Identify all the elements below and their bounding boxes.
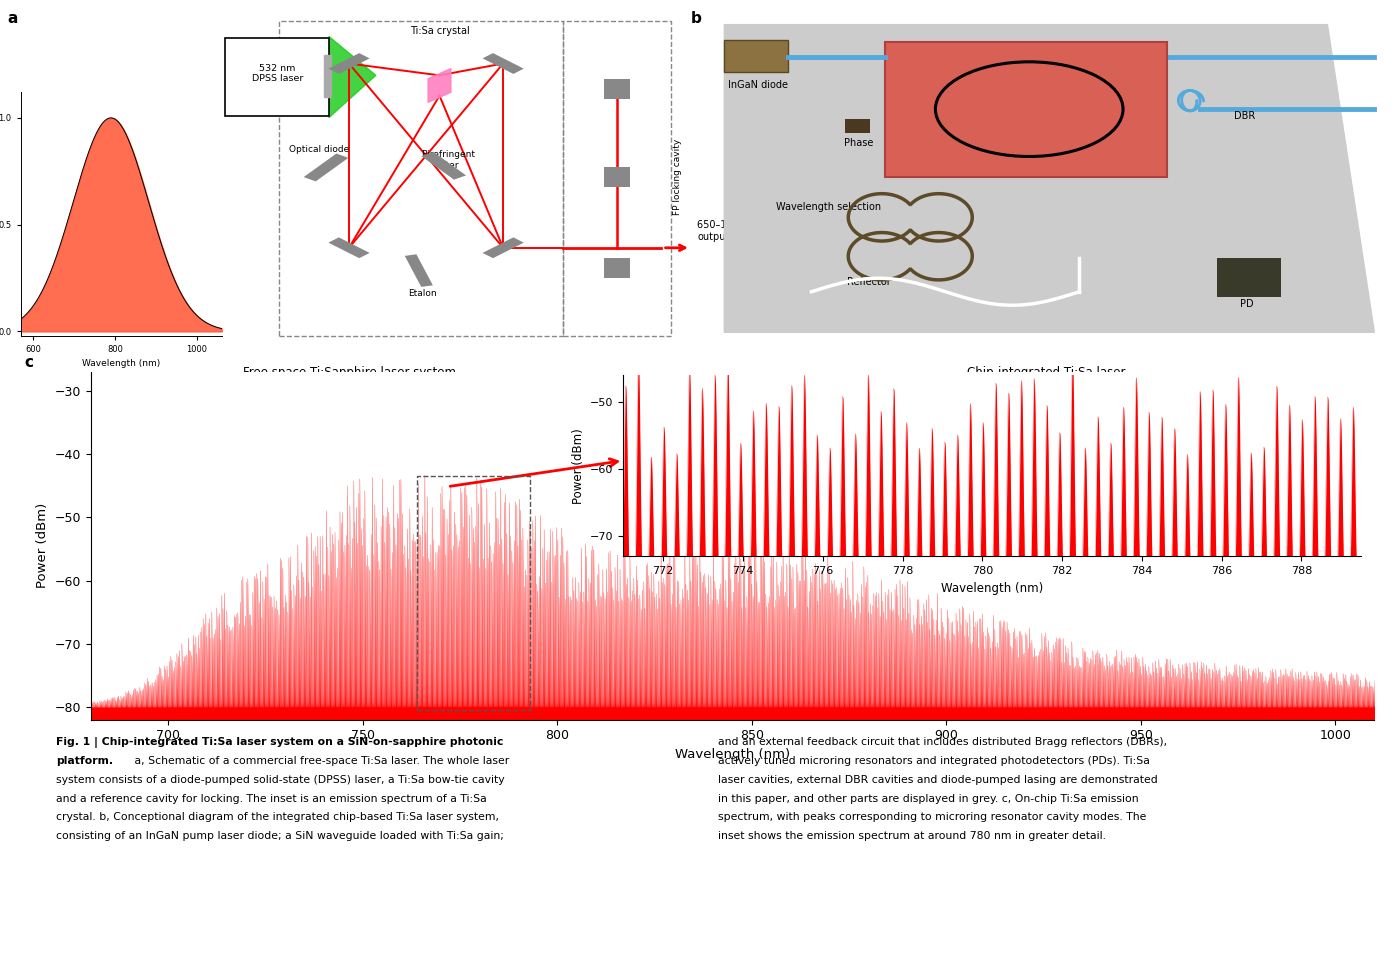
- Text: Ti:Sa crystal: Ti:Sa crystal: [410, 26, 469, 37]
- Bar: [886, 42, 1166, 177]
- Text: Wavelength selection: Wavelength selection: [776, 202, 880, 213]
- Bar: [564, 21, 671, 336]
- Text: FP locking cavity: FP locking cavity: [672, 139, 682, 214]
- X-axis label: Wavelength (nm): Wavelength (nm): [675, 748, 790, 761]
- Text: consisting of an InGaN pump laser diode; a SiN waveguide loaded with Ti:Sa gain;: consisting of an InGaN pump laser diode;…: [56, 831, 504, 841]
- Text: 650–1,100 nm
output: 650–1,100 nm output: [698, 220, 767, 242]
- Text: DBR: DBR: [1233, 111, 1256, 121]
- Bar: [604, 258, 629, 278]
- Text: 532 nm
DPSS laser: 532 nm DPSS laser: [251, 64, 303, 83]
- Text: in this paper, and other parts are displayed in grey. c, On-chip Ti:Sa emission: in this paper, and other parts are displ…: [718, 794, 1140, 804]
- Text: c: c: [24, 355, 33, 370]
- Polygon shape: [329, 37, 375, 118]
- Text: inset shows the emission spectrum at around 780 nm in greater detail.: inset shows the emission spectrum at aro…: [718, 831, 1106, 841]
- Text: Etalon: Etalon: [409, 289, 437, 298]
- Polygon shape: [428, 69, 451, 102]
- Y-axis label: Power (dBm): Power (dBm): [36, 503, 49, 588]
- Text: spectrum, with peaks corresponding to microring resonator cavity modes. The: spectrum, with peaks corresponding to mi…: [718, 812, 1147, 822]
- Text: a, Schematic of a commercial free-space Ti:Sa laser. The whole laser: a, Schematic of a commercial free-space …: [131, 755, 509, 766]
- Text: system consists of a diode-pumped solid-state (DPSS) laser, a Ti:Sa bow-tie cavi: system consists of a diode-pumped solid-…: [56, 775, 505, 784]
- Text: and a reference cavity for locking. The inset is an emission spectrum of a Ti:Sa: and a reference cavity for locking. The …: [56, 794, 487, 804]
- Bar: [421, 152, 466, 180]
- Bar: [604, 166, 629, 187]
- Text: actively tuned microring resonators and integrated photodetectors (PDs). Ti:Sa: actively tuned microring resonators and …: [718, 755, 1151, 766]
- Text: laser cavities, external DBR cavities and diode-pumped lasing are demonstrated: laser cavities, external DBR cavities an…: [718, 775, 1158, 784]
- Bar: [417, 476, 530, 710]
- Text: b: b: [691, 11, 702, 26]
- Bar: [405, 254, 432, 287]
- Bar: [1216, 258, 1281, 297]
- Polygon shape: [724, 24, 1374, 332]
- Text: Chip-integrated Ti:Sa laser: Chip-integrated Ti:Sa laser: [967, 366, 1126, 379]
- Text: crystal. b, Conceptional diagram of the integrated chip-based Ti:Sa laser system: crystal. b, Conceptional diagram of the …: [56, 812, 499, 822]
- Text: Ti:Sa: Ti:Sa: [1013, 168, 1039, 179]
- Text: Reflector: Reflector: [847, 276, 890, 287]
- Bar: [225, 38, 329, 116]
- Bar: [845, 119, 870, 132]
- Bar: [328, 238, 370, 258]
- Text: Phase: Phase: [844, 138, 873, 148]
- Text: Birefringent
filter: Birefringent filter: [421, 150, 476, 170]
- Text: a: a: [7, 11, 18, 26]
- Text: platform.: platform.: [56, 755, 113, 766]
- Text: Optical diode: Optical diode: [289, 145, 349, 155]
- Bar: [724, 40, 788, 72]
- Text: Fig. 1 | Chip-integrated Ti:Sa laser system on a SiN-on-sapphire photonic: Fig. 1 | Chip-integrated Ti:Sa laser sys…: [56, 737, 504, 748]
- Bar: [324, 55, 331, 98]
- Bar: [604, 78, 629, 99]
- Text: PD: PD: [1240, 299, 1254, 309]
- Text: InGaN diode: InGaN diode: [728, 80, 788, 91]
- Bar: [483, 53, 523, 74]
- Bar: [304, 154, 349, 182]
- Text: Free space Ti:Sapphire laser system: Free space Ti:Sapphire laser system: [243, 366, 456, 379]
- Bar: [279, 21, 564, 336]
- Text: and an external feedback circuit that includes distributed Bragg reflectors (DBR: and an external feedback circuit that in…: [718, 737, 1168, 747]
- Bar: [483, 238, 523, 258]
- Bar: [328, 53, 370, 74]
